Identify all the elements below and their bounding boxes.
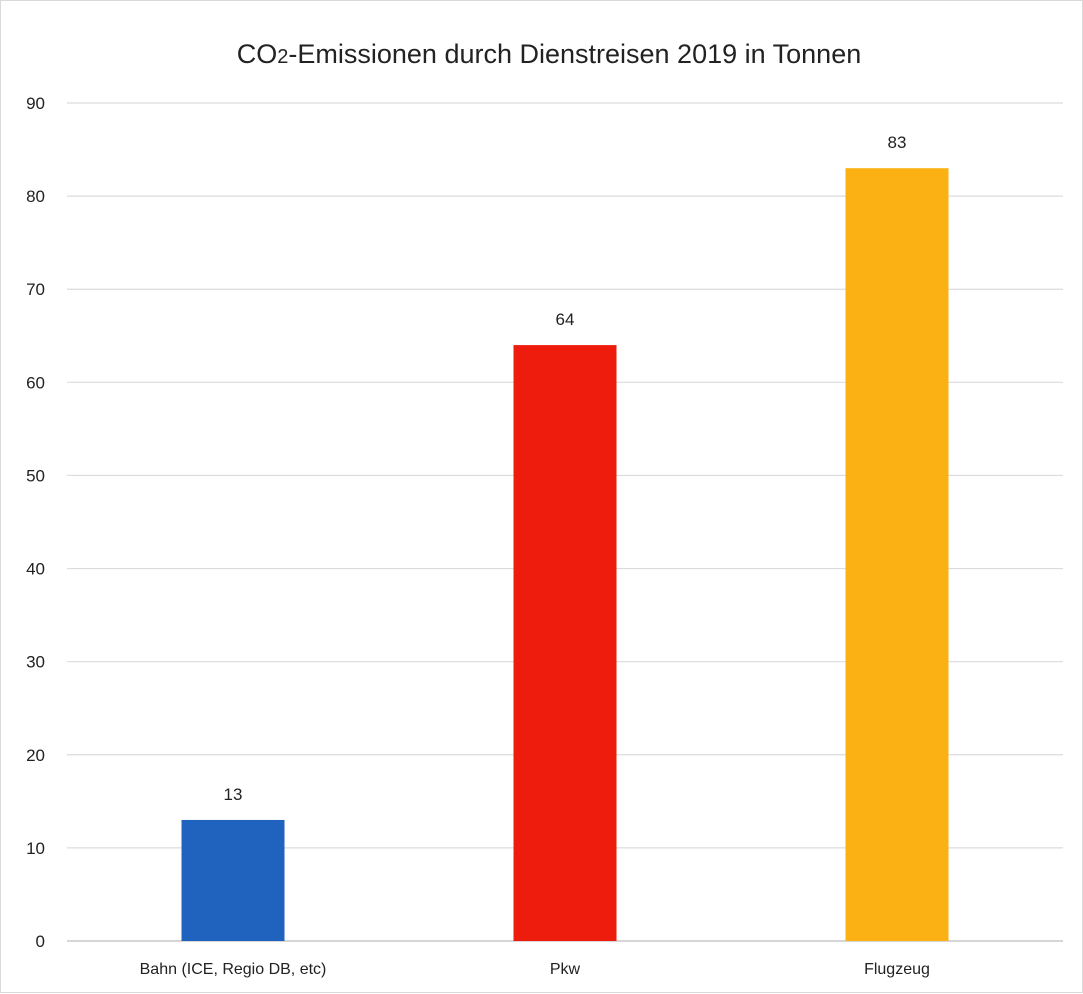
y-tick-label: 60 [26,373,45,392]
y-tick-label: 80 [26,187,45,206]
y-tick-label: 70 [26,280,45,299]
y-tick-label: 0 [36,932,45,951]
data-label: 64 [556,310,575,329]
chart-title: CO2-Emissionen durch Dienstreisen 2019 i… [237,39,861,69]
x-axis-categories: Bahn (ICE, Regio DB, etc) Pkw Flugzeug [140,961,930,978]
y-tick-label: 10 [26,839,45,858]
bars [181,168,949,942]
x-category-label: Pkw [550,961,581,978]
y-tick-label: 90 [26,94,45,113]
y-tick-label: 50 [26,466,45,485]
bar [513,345,617,942]
data-label: 13 [224,785,243,804]
y-tick-label: 20 [26,746,45,765]
x-category-label: Flugzeug [864,961,930,978]
x-category-label: Bahn (ICE, Regio DB, etc) [140,961,327,978]
bar [181,819,285,941]
y-tick-label: 30 [26,653,45,672]
bar [845,168,949,941]
y-axis-ticks: 0 10 20 30 40 50 60 70 80 90 [26,94,45,951]
data-labels: 13 64 83 [224,133,907,804]
data-label: 83 [888,133,907,152]
y-tick-label: 40 [26,560,45,579]
